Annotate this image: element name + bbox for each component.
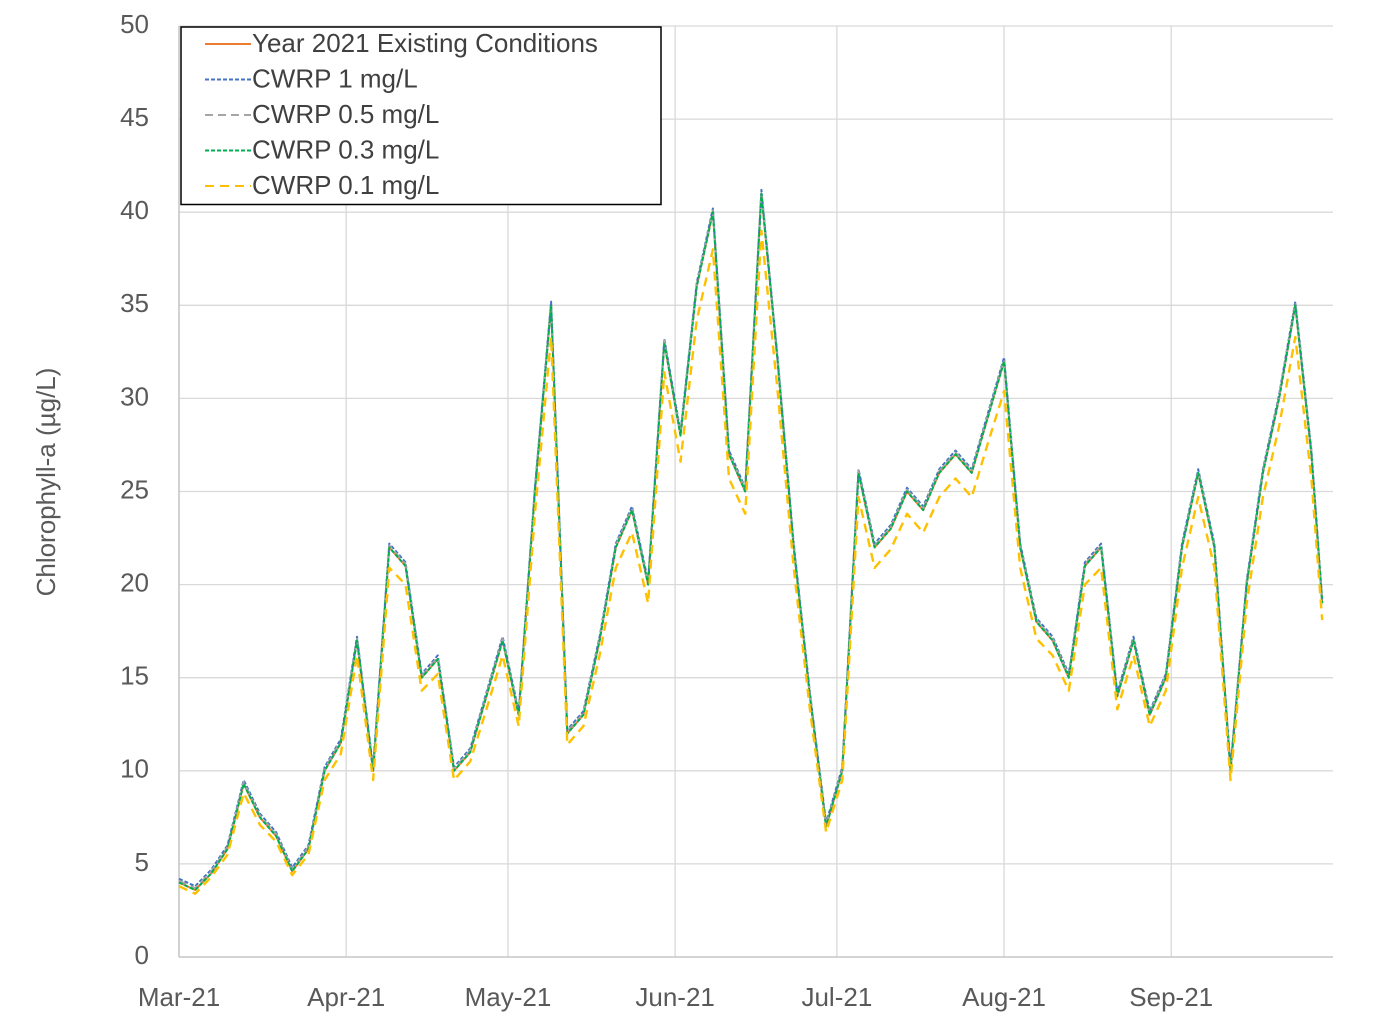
y-tick-label: 50 [120,9,149,39]
y-tick-label: 40 [120,195,149,225]
y-tick-label: 15 [120,661,149,691]
y-tick-label: 25 [120,474,149,504]
legend-label: CWRP 0.3 mg/L [252,134,439,164]
x-tick-label: Mar-21 [138,982,220,1012]
legend-label: CWRP 0.1 mg/L [252,170,439,200]
legend-label: CWRP 0.5 mg/L [252,99,439,129]
y-tick-label: 0 [135,940,149,970]
y-tick-label: 20 [120,567,149,597]
y-tick-label: 35 [120,288,149,318]
x-tick-label: Jul-21 [801,982,872,1012]
x-tick-label: Apr-21 [307,982,385,1012]
legend-label: CWRP 1 mg/L [252,63,418,93]
x-tick-label: Sep-21 [1129,982,1213,1012]
legend-label: Year 2021 Existing Conditions [252,28,598,58]
y-axis-label: Chlorophyll-a (µg/L) [31,368,61,597]
y-tick-label: 30 [120,381,149,411]
series-line [178,192,1324,891]
y-tick-label: 5 [135,847,149,877]
x-tick-label: Aug-21 [962,982,1046,1012]
legend-box [180,26,662,206]
x-tick-label: Jun-21 [635,982,715,1012]
x-tick-label: May-21 [465,982,552,1012]
y-tick-label: 45 [120,102,149,132]
legend: Year 2021 Existing Conditions CWRP 1 mg/L… [180,26,662,206]
y-tick-label: 10 [120,754,149,784]
